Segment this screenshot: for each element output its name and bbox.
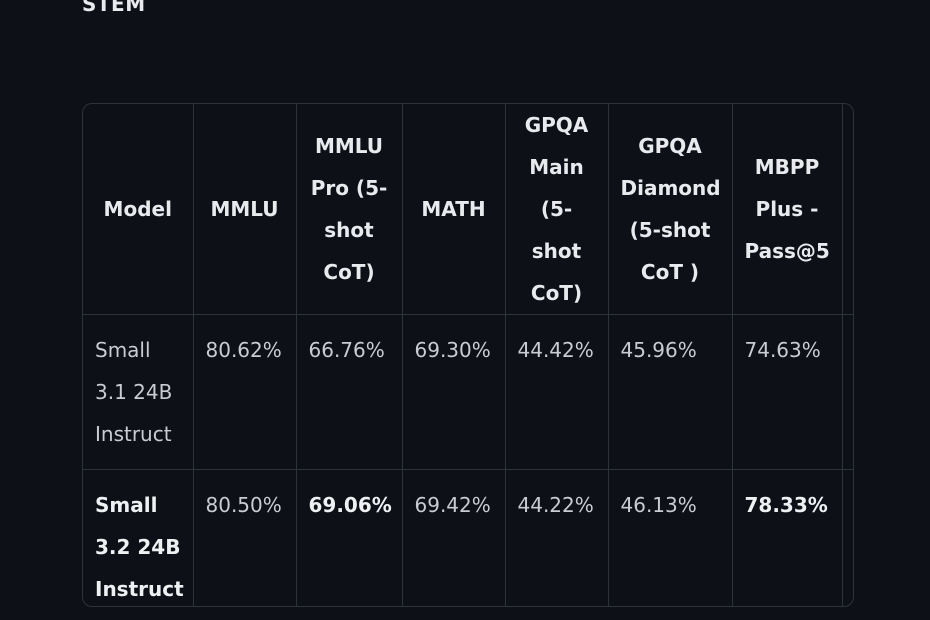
table-row: Small 3.2 24B Instruct 80.50% 69.06% 69.… — [83, 469, 853, 607]
header-mbpp-plus[interactable]: MBPP Plus - Pass@5 — [732, 104, 843, 315]
header-gpqa-diamond-line-4: CoT ) — [640, 260, 700, 284]
header-mmlu-pro-line-3: shot — [324, 218, 374, 242]
cell-gpqa-diamond: 46.13% — [608, 469, 733, 606]
header-gpqa-diamond[interactable]: GPQA Diamond (5-shot CoT ) — [608, 104, 733, 315]
cell-overflow — [842, 470, 853, 607]
header-math[interactable]: MATH — [402, 104, 506, 315]
model-name-line-1: Small — [95, 338, 151, 362]
header-mmlu-pro-line-1: MMLU — [314, 134, 384, 158]
model-name-line-1: Small — [95, 493, 158, 517]
header-gpqa-main-line-3: (5-shot — [531, 197, 582, 263]
header-mmlu[interactable]: MMLU — [193, 104, 297, 315]
model-name-line-2: 3.2 24B — [95, 535, 181, 559]
cell-math: 69.42% — [402, 469, 506, 606]
header-gpqa-diamond-line-2: Diamond — [620, 176, 721, 200]
cell-gpqa-main: 44.22% — [505, 469, 609, 606]
table-header-row: Model MMLU MMLU Pro (5- shot CoT) MATH G… — [83, 104, 853, 315]
section-heading: STEM — [82, 0, 146, 16]
cell-model: Small 3.1 24B Instruct — [83, 314, 194, 470]
benchmark-table-container: Model MMLU MMLU Pro (5- shot CoT) MATH G… — [82, 103, 854, 607]
cell-mmlu-pro: 69.06% — [296, 469, 403, 606]
cell-mbpp-plus: 78.33% — [732, 469, 843, 606]
header-mmlu-pro[interactable]: MMLU Pro (5- shot CoT) — [296, 104, 403, 315]
cell-overflow — [842, 314, 853, 470]
header-math-label: MATH — [421, 197, 486, 221]
header-gpqa-diamond-line-1: GPQA — [638, 134, 702, 158]
header-mbpp-plus-line-2: Plus - — [755, 197, 819, 221]
model-name-line-3: Instruct — [95, 422, 172, 446]
cell-mmlu: 80.62% — [193, 314, 297, 470]
cell-model: Small 3.2 24B Instruct — [83, 469, 194, 606]
benchmark-table: Model MMLU MMLU Pro (5- shot CoT) MATH G… — [83, 104, 853, 607]
header-gpqa-main-line-4: CoT) — [530, 281, 583, 305]
header-mbpp-plus-line-1: MBPP — [754, 155, 820, 179]
model-name-line-3: Instruct — [95, 577, 184, 601]
cell-mbpp-plus: 74.63% — [732, 314, 843, 470]
header-gpqa-diamond-line-3: (5-shot — [629, 218, 711, 242]
header-mmlu-pro-line-2: Pro (5- — [310, 176, 388, 200]
table-row: Small 3.1 24B Instruct 80.62% 66.76% 69.… — [83, 314, 853, 470]
header-gpqa-main-line-1: GPQA — [524, 113, 589, 137]
header-mmlu-pro-line-4: CoT) — [323, 260, 375, 284]
header-model[interactable]: Model — [83, 104, 194, 315]
model-name-line-2: 3.1 24B — [95, 380, 173, 404]
cell-gpqa-main: 44.42% — [505, 314, 609, 470]
cell-mmlu: 80.50% — [193, 469, 297, 606]
header-mbpp-plus-line-3: Pass@5 — [744, 239, 830, 263]
header-overflow-column — [842, 104, 853, 315]
header-gpqa-main-line-2: Main — [529, 155, 584, 179]
header-mmlu-label: MMLU — [210, 197, 279, 221]
cell-math: 69.30% — [402, 314, 506, 470]
header-gpqa-main[interactable]: GPQA Main (5-shot CoT) — [505, 104, 609, 315]
cell-gpqa-diamond: 45.96% — [608, 314, 733, 470]
header-model-label: Model — [103, 197, 172, 221]
cell-mmlu-pro: 66.76% — [296, 314, 403, 470]
